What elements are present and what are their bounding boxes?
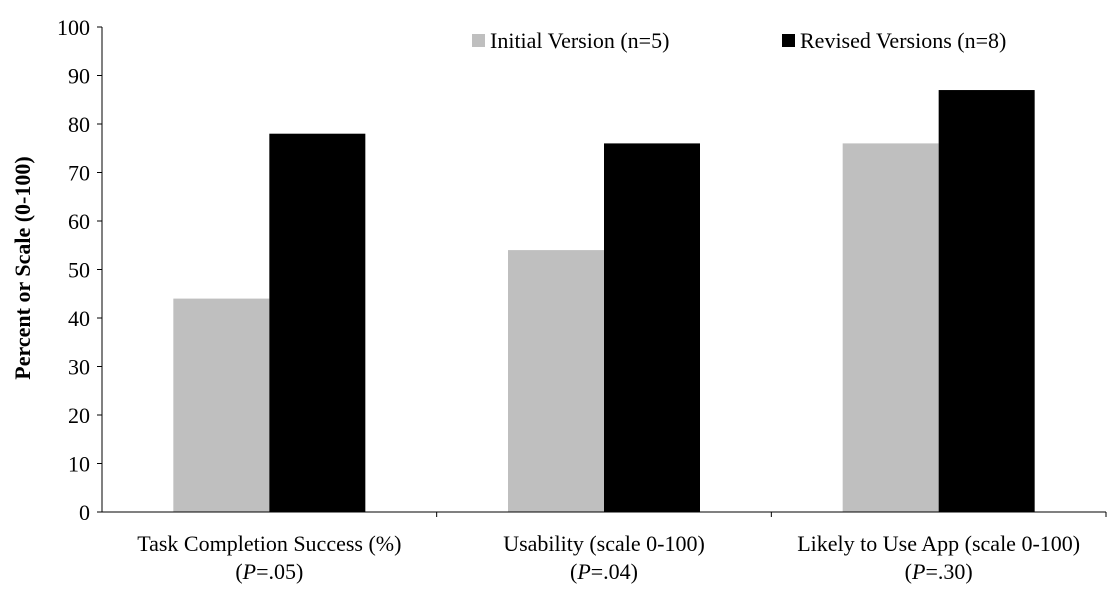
category-labels-group: Task Completion Success (%) (P=.05) Usabil… <box>137 531 1080 584</box>
bar-initial-2 <box>842 143 939 512</box>
y-tick-label: 80 <box>68 112 90 137</box>
y-axis-title: Percent or Scale (0-100) <box>10 156 35 379</box>
p-value: =.30) <box>925 559 972 584</box>
p-value: =.05) <box>256 559 303 584</box>
y-tick-label: 40 <box>68 306 90 331</box>
y-ticks-group: 0 10 20 30 40 50 60 70 80 90 100 <box>57 15 102 525</box>
bar-revised-1 <box>604 143 700 512</box>
y-tick-label: 50 <box>68 258 90 283</box>
y-tick-label: 30 <box>68 355 90 380</box>
category-label: Usability (scale 0-100) <box>503 531 705 556</box>
y-tick-label: 100 <box>57 15 90 40</box>
legend-swatch-revised <box>782 34 795 47</box>
y-tick-label: 10 <box>68 452 90 477</box>
legend-label-revised: Revised Versions (n=8) <box>800 28 1006 53</box>
p-symbol: P <box>242 559 256 584</box>
legend-label-initial: Initial Version (n=5) <box>490 28 669 53</box>
legend-swatch-initial <box>472 34 485 47</box>
y-tick-label: 0 <box>79 500 90 525</box>
bar-initial-1 <box>508 250 604 512</box>
p-value: =.04) <box>591 559 638 584</box>
bar-revised-2 <box>938 90 1035 513</box>
bar-initial-0 <box>173 298 270 512</box>
p-value-label: (P=.04) <box>570 559 638 584</box>
y-tick-label: 20 <box>68 403 90 428</box>
p-value-label: (P=.05) <box>235 559 303 584</box>
y-tick-label: 90 <box>68 64 90 89</box>
bar-revised-0 <box>269 133 366 512</box>
y-tick-label: 70 <box>68 161 90 186</box>
y-tick-label: 60 <box>68 209 90 234</box>
category-label: Likely to Use App (scale 0-100) <box>797 531 1080 556</box>
p-symbol: P <box>576 559 590 584</box>
category-label: Task Completion Success (%) <box>137 531 401 556</box>
x-ticks-group <box>436 512 1107 517</box>
legend: Initial Version (n=5) Revised Versions (… <box>472 28 1006 53</box>
bars-group <box>173 90 1035 513</box>
p-value-label: (P=.30) <box>905 559 973 584</box>
p-symbol: P <box>911 559 925 584</box>
